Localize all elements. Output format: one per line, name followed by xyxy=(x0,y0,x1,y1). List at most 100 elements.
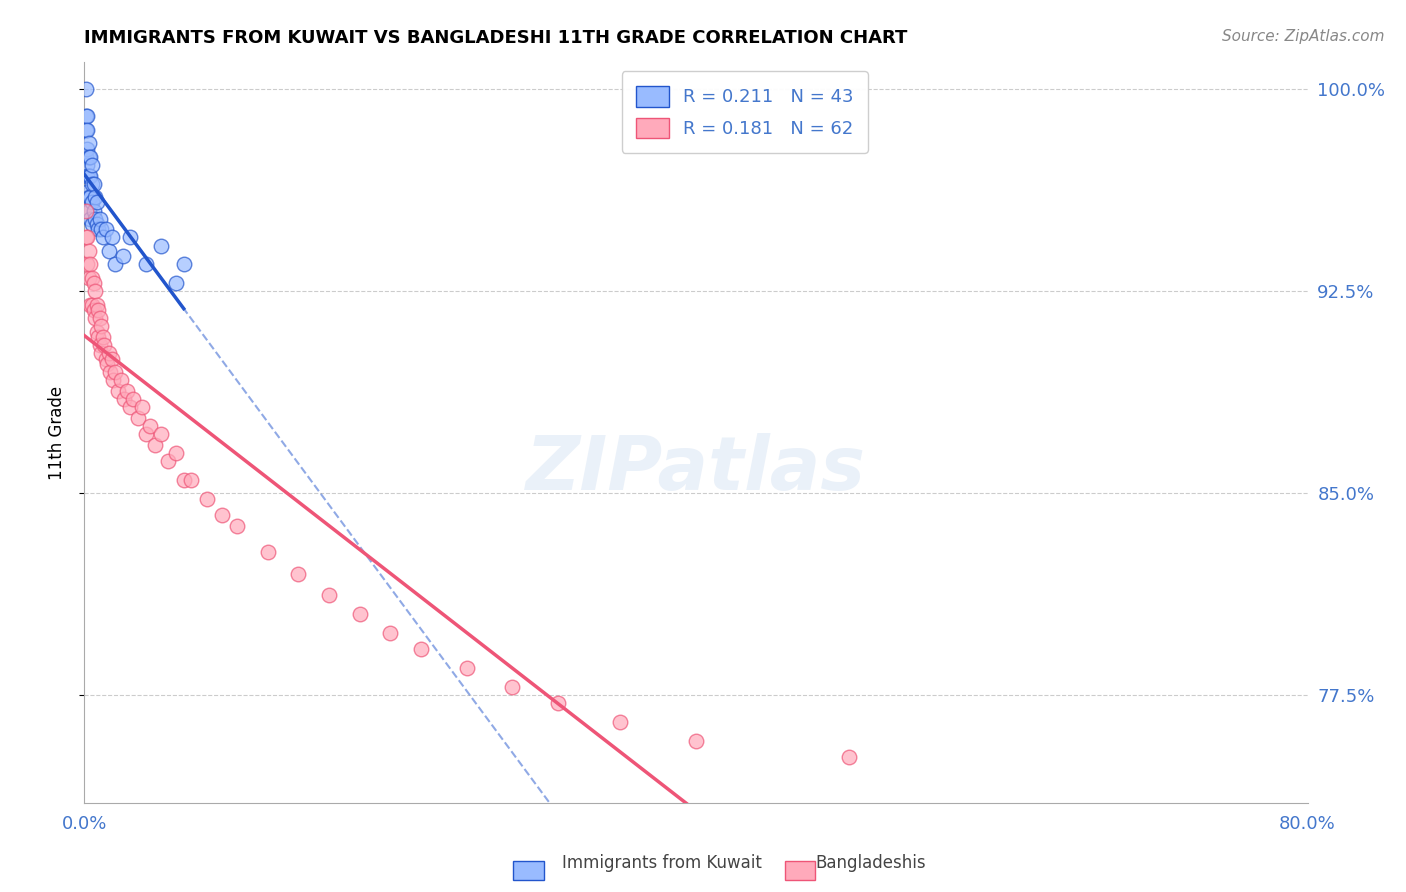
Point xyxy=(107,384,129,398)
Point xyxy=(838,750,860,764)
Point xyxy=(87,303,110,318)
Point xyxy=(110,373,132,387)
Point xyxy=(75,150,97,164)
Point xyxy=(120,230,142,244)
Point xyxy=(75,230,97,244)
Point xyxy=(80,195,103,210)
Point xyxy=(685,734,707,748)
Point xyxy=(84,285,107,299)
Point xyxy=(89,211,111,226)
Point xyxy=(149,427,172,442)
Point xyxy=(77,203,100,218)
Point xyxy=(76,122,98,136)
Point xyxy=(75,82,97,96)
Point xyxy=(75,203,97,218)
Point xyxy=(83,203,105,218)
Y-axis label: 11th Grade: 11th Grade xyxy=(48,385,66,480)
Point xyxy=(98,365,121,379)
Point xyxy=(80,270,103,285)
Point xyxy=(77,169,100,183)
Point xyxy=(83,177,105,191)
Point xyxy=(89,311,111,326)
Point xyxy=(149,238,172,252)
Point xyxy=(77,244,100,258)
Point xyxy=(547,696,569,710)
Point xyxy=(120,400,142,414)
Point xyxy=(89,338,111,352)
Point xyxy=(75,122,97,136)
Point xyxy=(79,169,101,183)
Point xyxy=(112,392,135,406)
Point xyxy=(86,195,108,210)
Text: Source: ZipAtlas.com: Source: ZipAtlas.com xyxy=(1222,29,1385,44)
Point xyxy=(77,150,100,164)
Point xyxy=(165,276,187,290)
Point xyxy=(77,190,100,204)
Point xyxy=(79,190,101,204)
Point xyxy=(76,169,98,183)
Point xyxy=(76,185,98,199)
Point xyxy=(349,607,371,622)
Point xyxy=(104,257,127,271)
Text: Immigrants from Kuwait: Immigrants from Kuwait xyxy=(562,855,762,872)
Point xyxy=(380,626,402,640)
Point xyxy=(79,298,101,312)
Point xyxy=(90,346,112,360)
Point xyxy=(80,298,103,312)
Point xyxy=(84,311,107,326)
Point xyxy=(80,217,103,231)
Point xyxy=(318,589,340,603)
Point xyxy=(83,276,105,290)
Point xyxy=(84,190,107,204)
Text: Bangladeshis: Bangladeshis xyxy=(815,855,927,872)
Point xyxy=(79,150,101,164)
Point xyxy=(79,211,101,226)
Point xyxy=(76,230,98,244)
Point xyxy=(93,338,115,352)
Point xyxy=(97,346,120,360)
Point xyxy=(76,257,98,271)
Point xyxy=(456,661,478,675)
Point xyxy=(143,438,166,452)
Point xyxy=(90,222,112,236)
Point xyxy=(87,330,110,344)
Point xyxy=(211,508,233,522)
Point xyxy=(131,400,153,414)
Legend: R = 0.211   N = 43, R = 0.181   N = 62: R = 0.211 N = 43, R = 0.181 N = 62 xyxy=(621,71,868,153)
Bar xyxy=(785,861,815,880)
Point xyxy=(165,446,187,460)
Point xyxy=(94,222,117,236)
Point xyxy=(409,642,432,657)
Point xyxy=(80,158,103,172)
Point xyxy=(91,230,114,244)
Point xyxy=(83,303,105,318)
Point xyxy=(111,249,134,263)
Point xyxy=(87,222,110,236)
Point xyxy=(135,257,157,271)
Point xyxy=(91,330,114,344)
Text: IMMIGRANTS FROM KUWAIT VS BANGLADESHI 11TH GRADE CORRELATION CHART: IMMIGRANTS FROM KUWAIT VS BANGLADESHI 11… xyxy=(84,29,908,47)
Point xyxy=(76,109,98,123)
Point xyxy=(90,319,112,334)
Point xyxy=(609,714,631,729)
Point xyxy=(173,473,195,487)
Point xyxy=(127,410,149,425)
Point xyxy=(94,351,117,366)
Point xyxy=(173,257,195,271)
Point xyxy=(287,566,309,581)
Text: ZIPatlas: ZIPatlas xyxy=(526,434,866,506)
Point xyxy=(75,109,97,123)
Point xyxy=(157,454,180,468)
Point xyxy=(96,357,118,371)
Point xyxy=(79,257,101,271)
Point xyxy=(139,418,162,433)
Point xyxy=(76,158,98,172)
Point xyxy=(86,325,108,339)
Point xyxy=(104,365,127,379)
Point xyxy=(115,384,138,398)
Point xyxy=(226,518,249,533)
Point xyxy=(77,136,100,151)
Point xyxy=(97,244,120,258)
Point xyxy=(122,392,145,406)
Point xyxy=(86,217,108,231)
